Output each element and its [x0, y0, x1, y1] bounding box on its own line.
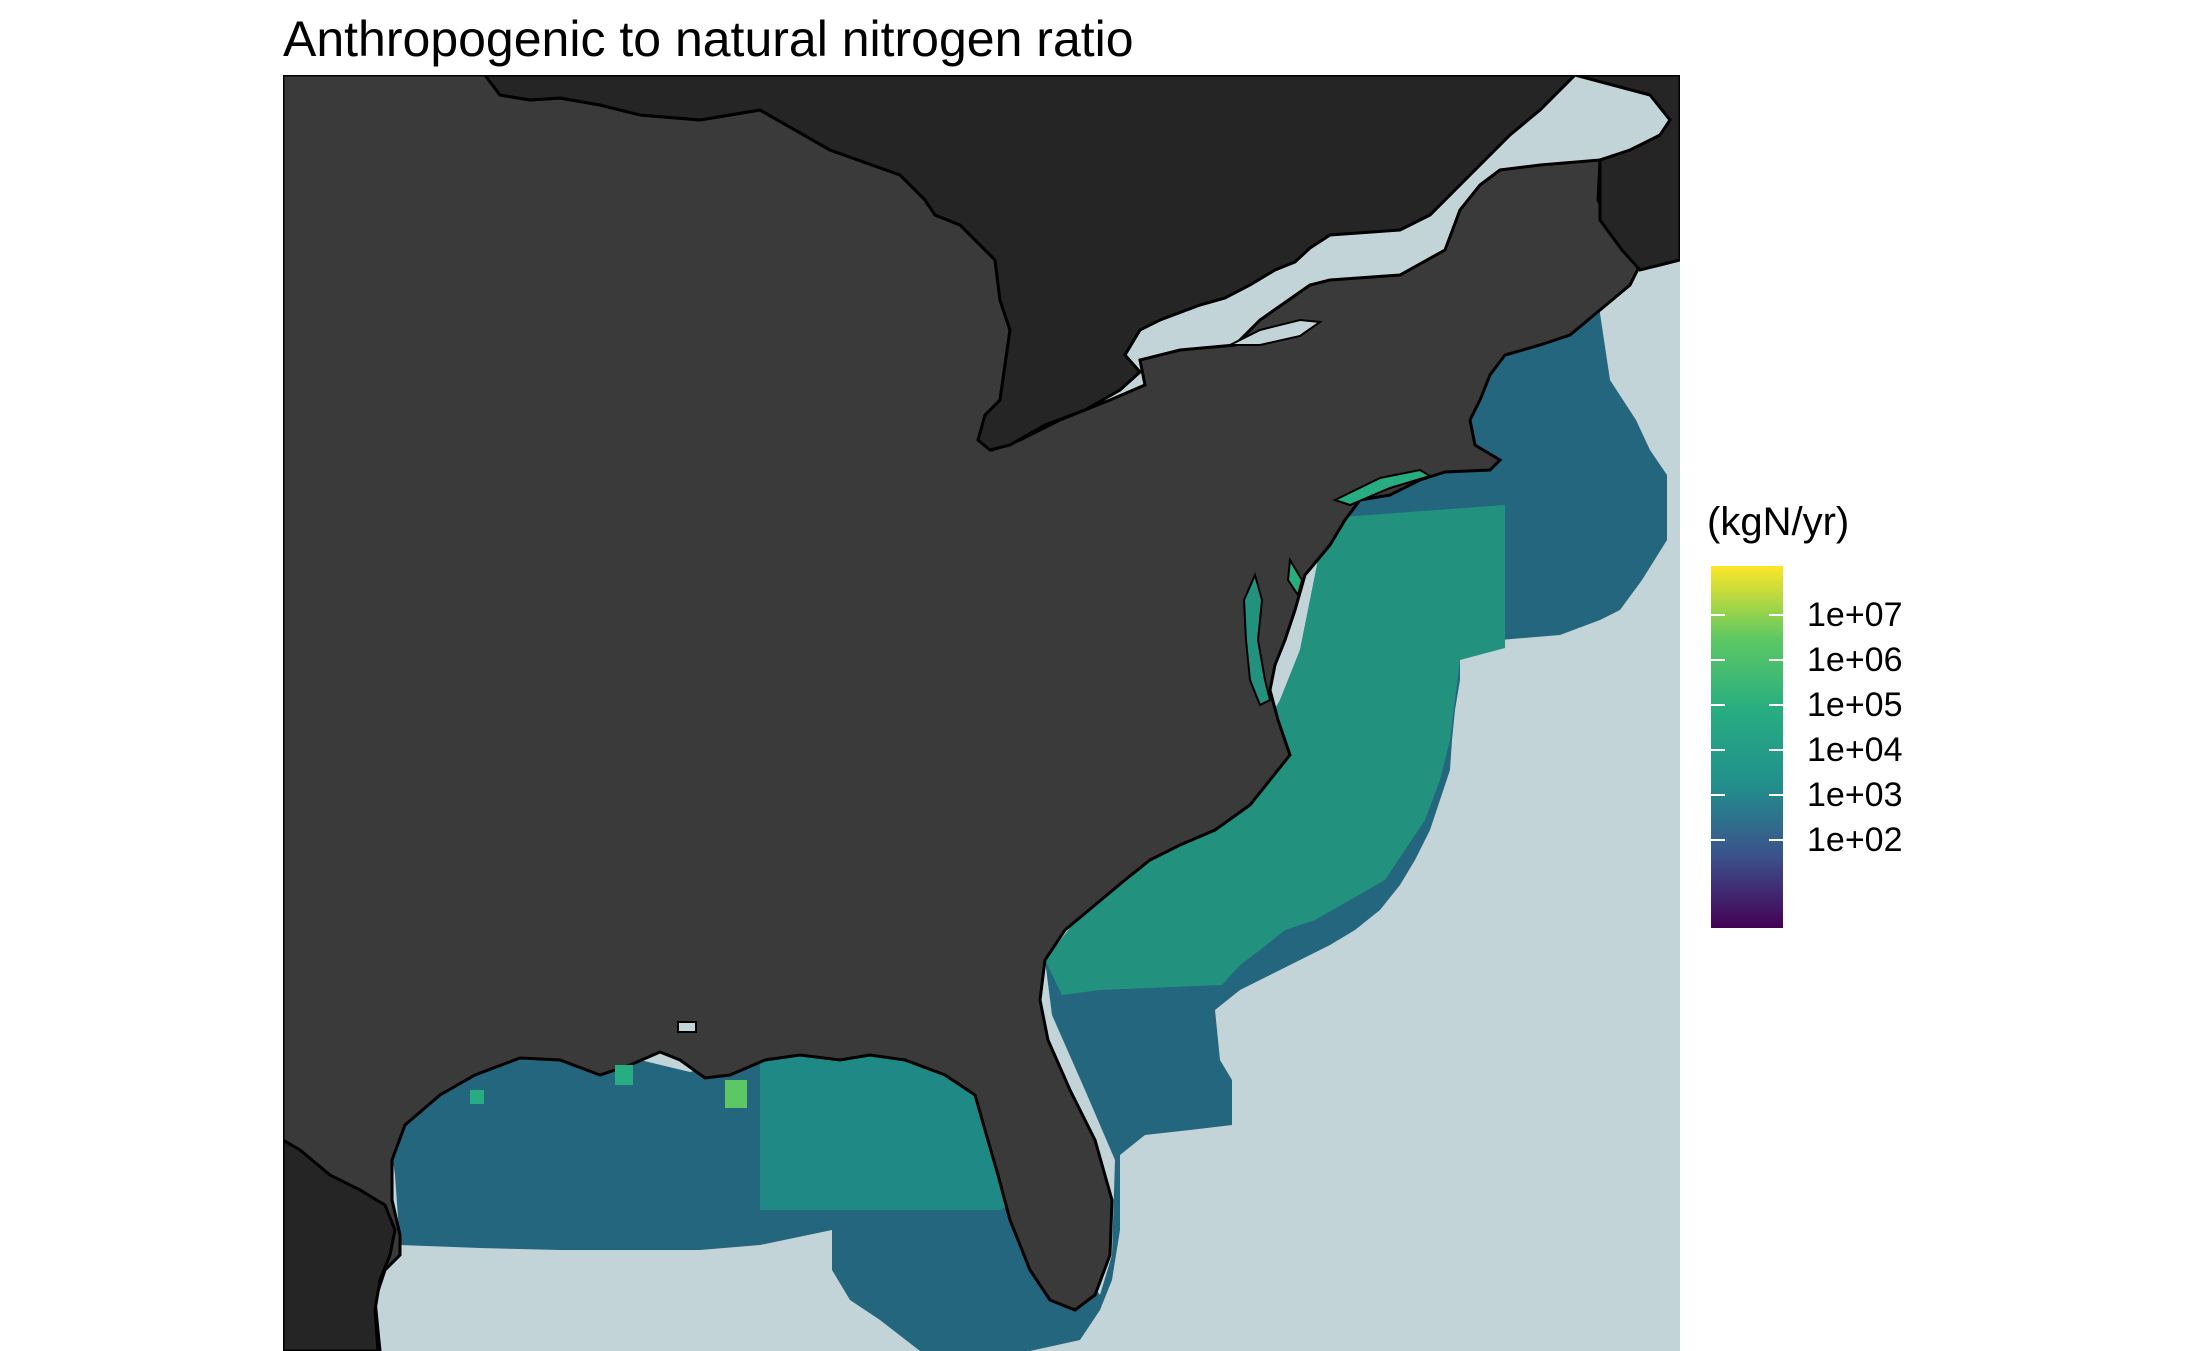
legend-tick-label: 1e+07	[1807, 598, 1903, 632]
legend-title: (kgN/yr)	[1707, 502, 1849, 542]
mississippi-delta-hotspot	[725, 1080, 747, 1108]
legend-tick-label: 1e+04	[1807, 733, 1903, 767]
legend-colorbar	[1711, 566, 1783, 928]
mobile-bay-hotspot	[615, 1065, 633, 1085]
legend-tick-label: 1e+03	[1807, 778, 1903, 812]
legend-tick-label: 1e+02	[1807, 823, 1903, 857]
lake-pontchartrain	[678, 1022, 696, 1032]
legend-tick-label: 1e+06	[1807, 643, 1903, 677]
texas-coast-hotspot	[470, 1090, 484, 1104]
legend-tick-label: 1e+05	[1807, 688, 1903, 722]
